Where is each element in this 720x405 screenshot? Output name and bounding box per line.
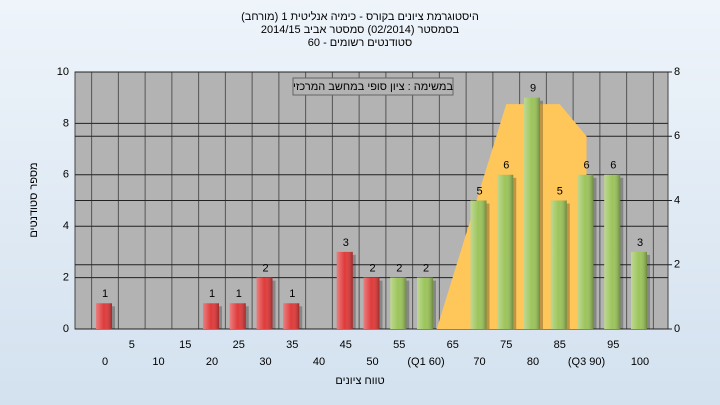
value-label: 9 bbox=[530, 83, 536, 95]
bar-shade bbox=[631, 251, 647, 329]
x-tick-label: 65 bbox=[447, 339, 459, 351]
value-label: 1 bbox=[209, 288, 215, 300]
value-label: 5 bbox=[557, 185, 563, 197]
x-tick-label: 15 bbox=[179, 339, 191, 351]
bar-shade bbox=[470, 200, 487, 329]
bar-shade bbox=[577, 174, 594, 329]
bar-shade bbox=[604, 174, 621, 329]
y2-tick-label: 0 bbox=[674, 323, 680, 335]
y2-tick-label: 8 bbox=[674, 66, 680, 78]
bar-shade bbox=[203, 303, 219, 329]
x-tick-label: 45 bbox=[340, 339, 352, 351]
bar-shade bbox=[497, 174, 514, 329]
value-label: 2 bbox=[369, 263, 375, 275]
x-tick-label: 20 bbox=[206, 356, 218, 368]
plot: 0246810024680151015201251302351404535025… bbox=[57, 66, 680, 368]
value-label: 6 bbox=[583, 160, 589, 172]
title-line: בסמסטר (02/2014) סמסטר אביב 2014/15 bbox=[261, 24, 460, 36]
value-label: 1 bbox=[289, 288, 295, 300]
bar-shade bbox=[256, 277, 273, 329]
x-tick-label: 100 bbox=[631, 356, 649, 368]
x-tick-label: (Q3 90) bbox=[568, 356, 605, 368]
x-axis-label: טווח ציונים bbox=[335, 375, 384, 387]
title-line: (היסטוגרמת ציונים בקורס - כימיה אנליטית … bbox=[241, 10, 479, 23]
value-label: 2 bbox=[396, 263, 402, 275]
x-tick-label: 95 bbox=[607, 339, 619, 351]
bar-shade bbox=[550, 200, 567, 329]
y-tick-label: 2 bbox=[63, 272, 69, 284]
bar-shade bbox=[363, 277, 380, 329]
y-tick-label: 6 bbox=[63, 169, 69, 181]
x-tick-label: 30 bbox=[259, 356, 271, 368]
x-tick-label: 35 bbox=[286, 339, 298, 351]
value-label: 2 bbox=[423, 263, 429, 275]
bar-shade bbox=[283, 303, 300, 329]
value-label: 6 bbox=[610, 160, 616, 172]
value-label: 5 bbox=[476, 185, 482, 197]
x-tick-label: 0 bbox=[102, 356, 108, 368]
value-label: 1 bbox=[236, 288, 242, 300]
value-label: 3 bbox=[343, 237, 349, 249]
x-tick-label: 40 bbox=[313, 356, 325, 368]
annotation: במשימה : ציון סופי במחשב המרכזי bbox=[293, 81, 453, 93]
x-tick-label: 70 bbox=[473, 356, 485, 368]
x-tick-label: 85 bbox=[554, 339, 566, 351]
y2-tick-label: 6 bbox=[674, 130, 680, 142]
x-tick-label: 50 bbox=[366, 356, 378, 368]
bar-shade bbox=[96, 303, 112, 329]
y-tick-label: 0 bbox=[63, 323, 69, 335]
bar-shade bbox=[336, 251, 353, 329]
x-tick-label: 75 bbox=[500, 339, 512, 351]
bar-shade bbox=[417, 277, 433, 329]
y2-tick-label: 4 bbox=[674, 194, 680, 206]
value-label: 3 bbox=[637, 237, 643, 249]
title-line: סטודנטים רשומים - 60 bbox=[308, 37, 412, 49]
bar-shade bbox=[524, 97, 540, 329]
value-label: 2 bbox=[262, 263, 268, 275]
y-tick-label: 10 bbox=[57, 66, 69, 78]
y-tick-label: 8 bbox=[63, 117, 69, 129]
y-axis-label: מספר סטודנטים bbox=[28, 162, 40, 237]
x-tick-label: (Q1 60) bbox=[407, 356, 444, 368]
x-tick-label: 55 bbox=[393, 339, 405, 351]
y-tick-label: 4 bbox=[63, 220, 69, 232]
bar-shade bbox=[229, 303, 246, 329]
value-label: 1 bbox=[102, 288, 108, 300]
x-tick-label: 80 bbox=[527, 356, 539, 368]
y2-tick-label: 2 bbox=[674, 259, 680, 271]
annotation-box bbox=[292, 77, 454, 96]
bar-shade bbox=[390, 277, 407, 329]
x-tick-label: 10 bbox=[152, 356, 164, 368]
x-tick-label: 25 bbox=[233, 339, 245, 351]
x-tick-label: 5 bbox=[129, 339, 135, 351]
value-label: 6 bbox=[503, 160, 509, 172]
